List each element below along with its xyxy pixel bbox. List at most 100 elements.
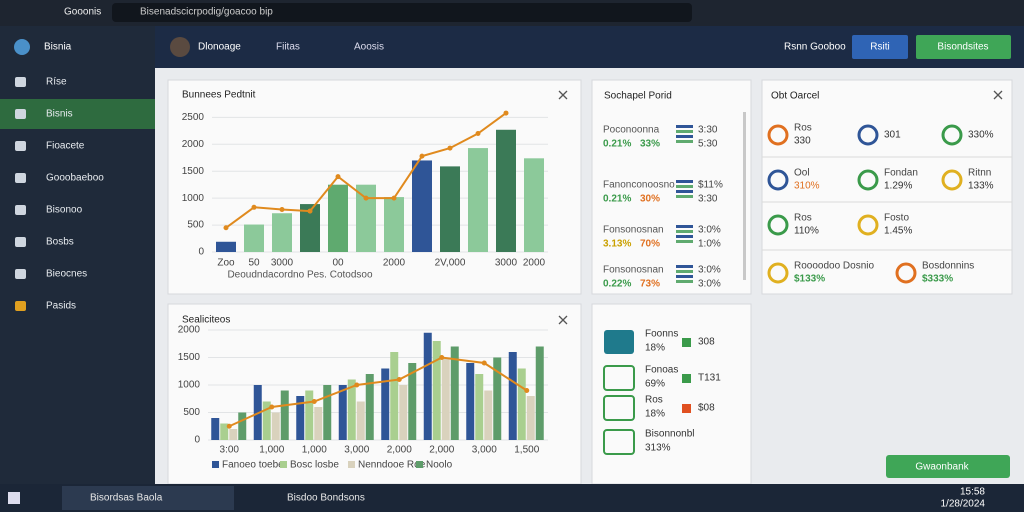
bar — [238, 412, 247, 440]
item-value: 18% — [645, 343, 665, 354]
taskbar-app-label[interactable]: Bisordsas Baola — [90, 493, 163, 504]
stack-icon — [676, 230, 693, 233]
user-name: Dlonoage — [198, 42, 241, 53]
card-value: 110% — [794, 226, 819, 237]
item-icon — [604, 330, 634, 354]
bar — [338, 385, 347, 440]
row-number: 3:0% — [698, 279, 721, 290]
row-label: Fanonconoosno — [603, 180, 675, 191]
y-tick-label: 1000 — [178, 380, 201, 391]
card-icon — [767, 214, 789, 236]
nav-link[interactable]: Fiitas — [276, 42, 300, 53]
stack-icon — [676, 185, 693, 188]
nav-icon — [15, 205, 26, 215]
chart-title: Bunnees Pedtnit — [182, 90, 256, 101]
close-icon[interactable] — [558, 315, 568, 325]
item-value: 18% — [645, 409, 665, 420]
bar — [216, 241, 236, 252]
stack-icon — [676, 280, 693, 283]
x-tick-label: 1,500 — [514, 445, 539, 456]
sidebar-item[interactable]: Pasids — [46, 301, 76, 312]
tab-title: Gooonis — [64, 7, 101, 18]
y-tick-label: 1500 — [182, 166, 205, 177]
nav-icon — [15, 141, 26, 151]
row-number: 3:0% — [698, 225, 721, 236]
card-label: Ros — [794, 213, 812, 224]
trend-point — [226, 423, 232, 429]
card-label: Ool — [794, 168, 810, 179]
close-icon[interactable] — [993, 90, 1003, 100]
trend-point — [396, 377, 402, 382]
card-value: 1.29% — [884, 181, 912, 192]
app-name: Bisnia — [44, 42, 72, 53]
sidebar-item[interactable]: Fioacete — [46, 141, 85, 152]
stack-icon — [676, 180, 693, 183]
row-value: 73% — [640, 279, 660, 290]
sidebar — [0, 26, 155, 484]
close-icon[interactable] — [558, 90, 568, 100]
button-label[interactable]: Gwaonbank — [915, 462, 969, 473]
row-value: 33% — [640, 139, 660, 150]
sidebar-item[interactable]: Bisnis — [46, 109, 73, 120]
card-value: 301 — [884, 130, 901, 141]
sidebar-item[interactable]: Bisonoo — [46, 205, 83, 216]
x-tick-label: 50 — [248, 258, 260, 269]
item-label: Bisonnonbl — [645, 429, 694, 440]
sidebar-item[interactable]: Ríse — [46, 77, 67, 88]
clock-date: 1/28/2024 — [941, 499, 986, 510]
bar — [211, 418, 220, 440]
y-tick-label: 2500 — [182, 112, 205, 123]
chart-caption: Deoudndacordno Pes. Cotodsoo — [227, 270, 373, 281]
bar — [347, 379, 356, 440]
card-icon — [857, 169, 879, 191]
panel — [591, 79, 752, 295]
item-value: 308 — [698, 337, 715, 348]
row-value: 3.13% — [603, 239, 631, 250]
stack-icon — [676, 275, 693, 278]
x-tick-label: 2,000 — [387, 445, 412, 456]
stack-icon — [676, 190, 693, 193]
stack-icon — [676, 140, 693, 143]
y-tick-label: 2000 — [182, 139, 205, 150]
panel-title: Sochapel Porid — [604, 91, 672, 102]
x-tick-label: 1,000 — [302, 445, 327, 456]
bar — [440, 166, 460, 252]
bar — [484, 390, 493, 440]
item-swatch — [682, 338, 691, 347]
taskbar-app-label[interactable]: Bisdoo Bondsons — [287, 493, 365, 504]
nav-icon — [15, 237, 26, 247]
x-tick-label: 2000 — [523, 258, 546, 269]
y-tick-label: 1500 — [178, 352, 201, 363]
taskbar-app — [62, 486, 234, 510]
bar — [381, 368, 390, 440]
bar — [526, 396, 535, 440]
bar — [323, 385, 332, 440]
y-tick-label: 500 — [183, 407, 200, 418]
row-value: 0.21% — [603, 139, 631, 150]
row-number: 3:30 — [698, 125, 718, 136]
sidebar-item[interactable]: Gooobaeboo — [46, 173, 104, 184]
trend-point — [223, 225, 229, 231]
button-label[interactable]: Rsiti — [870, 42, 889, 53]
sidebar-item[interactable]: Bieocnes — [46, 269, 87, 280]
nav-link[interactable]: Aoosis — [354, 42, 384, 53]
nav-icon — [15, 301, 26, 311]
header-link[interactable]: Rsnn Gooboo — [784, 42, 846, 53]
item-swatch — [682, 404, 691, 413]
bar — [296, 396, 305, 440]
card-icon — [895, 262, 917, 284]
trend-point — [481, 360, 487, 366]
item-label: Foonns — [645, 329, 678, 340]
card-value: 133% — [968, 181, 994, 192]
button-label[interactable]: Bisondsites — [937, 42, 988, 53]
card-label: Fondan — [884, 168, 918, 179]
panel-title: Obt Oarcel — [771, 91, 819, 102]
row-number: 3:30 — [698, 194, 718, 205]
bar — [432, 341, 441, 440]
stack-icon — [676, 135, 693, 138]
bar — [493, 357, 502, 440]
bar — [280, 390, 289, 440]
url-box — [112, 3, 692, 22]
sidebar-item[interactable]: Bosbs — [46, 237, 74, 248]
bar — [441, 357, 450, 440]
